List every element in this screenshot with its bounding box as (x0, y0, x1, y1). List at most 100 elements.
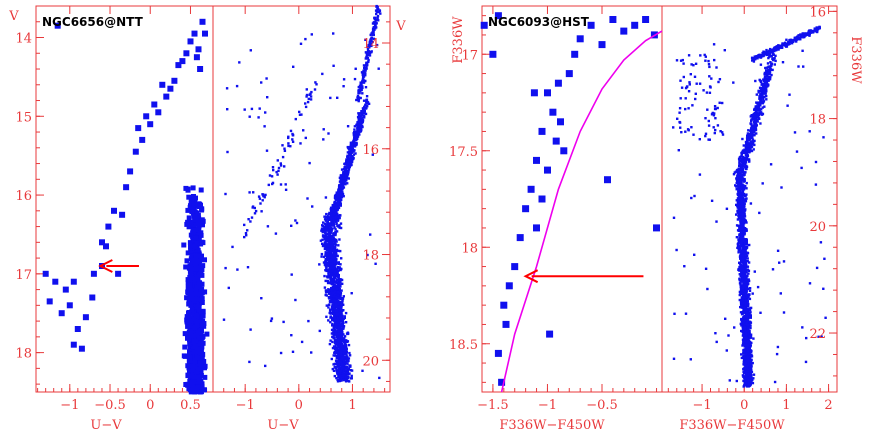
panel-0-left-point (197, 66, 203, 72)
panel-0-right-star (330, 249, 332, 251)
panel-0-right-field-star (282, 321, 284, 323)
panel-0-right-star (329, 278, 331, 280)
panel-0-right-star (328, 245, 330, 247)
panel-0-right-star (357, 112, 359, 114)
panel-0-right-star (378, 11, 380, 13)
panel-0-right-star (278, 167, 280, 169)
panel-0-right-star (334, 354, 336, 356)
panel-0-right-star (341, 180, 343, 182)
panel-0-right-star (280, 162, 282, 164)
panel-0-left-point (59, 310, 65, 316)
panel-1-left-point (539, 128, 546, 135)
panel-0-right-star (345, 348, 347, 350)
panel-1-right-star (740, 353, 742, 355)
panel-0-right-star (340, 174, 342, 176)
panel-0-right-field-star (226, 87, 228, 89)
panel-0-right-star (368, 103, 370, 105)
panel-1-left-point (553, 138, 560, 145)
panel-0-right-star (246, 229, 248, 231)
panel-0-right-field-star (304, 38, 306, 40)
panel-0-right-star (305, 106, 307, 108)
plot-frame-1 (482, 6, 837, 392)
panel-0-right-star (351, 156, 353, 158)
panel-0-right-field-star (308, 162, 310, 164)
panel-0-right-field-star (361, 370, 363, 372)
panel-0-right-star (330, 281, 332, 283)
panel-0-left-cloud-point (200, 263, 205, 268)
panel-0-right-star (322, 225, 324, 227)
panel-0-right-field-star (231, 246, 233, 248)
panel-0-right-star (337, 285, 339, 287)
panel-0-right-star (354, 142, 356, 144)
panel-0-right-field-star (299, 142, 301, 144)
panel-0-right-star (346, 355, 348, 357)
panel-0-right-star (338, 358, 340, 360)
panel-0-right-star (355, 124, 357, 126)
panel-0-right-field-star (290, 334, 292, 336)
panel-0-right-star (366, 99, 368, 101)
panel-0-right-star (334, 316, 336, 318)
panel-0-right-star (342, 328, 344, 330)
panel-0-right-star (326, 304, 328, 306)
panel-0-left-point (192, 31, 198, 37)
panel-0-right-star (340, 334, 342, 336)
panel-0-right-star (334, 341, 336, 343)
panel-0-right-star (363, 64, 365, 66)
plot-frames (36, 6, 837, 392)
panel-0-right-star (374, 24, 376, 26)
panel-0-right-field-star (327, 276, 329, 278)
panel-0-right-star (357, 134, 359, 136)
panel-0-left-cloud-point (193, 235, 198, 240)
panel-0-left-point (99, 239, 105, 245)
panel-0-left-cloud-point (187, 224, 192, 229)
panel-0-left-point (105, 224, 111, 230)
panel-0-right-field-star (265, 77, 267, 79)
panel-0-right-star (365, 57, 367, 59)
panel-0-right-star (260, 210, 262, 212)
panel-0-right-star (363, 100, 365, 102)
panel-0-left-cloud-point (189, 233, 194, 238)
panel-0-left-point (123, 184, 129, 190)
panel-0-right-star (341, 331, 343, 333)
panel-1-left-point (544, 167, 551, 174)
panel-0-right-star (243, 236, 245, 238)
panel-0-right-star (332, 243, 334, 245)
panel-0-right-star (327, 229, 329, 231)
panel-0-right-field-star (343, 78, 345, 80)
panel-0-right-star (337, 297, 339, 299)
panel-0-left-cloud-point (187, 296, 192, 301)
panel-0-right-star (324, 286, 326, 288)
panel-0-right-star (339, 372, 341, 374)
panel-0-right-star (307, 101, 309, 103)
panel-1-right-star (745, 187, 747, 189)
panel-0-right-star (347, 147, 349, 149)
panel-0-left-cloud-point (200, 240, 205, 245)
panel-0-right-star (339, 326, 341, 328)
panel-0-right-star (335, 330, 337, 332)
panel-0-right-field-star (251, 108, 253, 110)
panel-0-left-point (155, 109, 161, 115)
panel-0-left-point (63, 287, 69, 293)
panel-0-right-star (337, 380, 339, 382)
panel-0-right-star (339, 250, 341, 252)
panel-0-right-star (333, 303, 335, 305)
panel-0-right-star (345, 362, 347, 364)
panel-0-right-star (342, 340, 344, 342)
panel-0-left-cloud-point (186, 311, 191, 316)
panel-0-right-star (277, 170, 279, 172)
panel-0-right-star (339, 328, 341, 330)
panel-0-right-star (321, 253, 323, 255)
panel-0-left-cloud-point (182, 353, 187, 358)
panel-0-left-point (119, 212, 125, 218)
panel-0-right-star (347, 340, 349, 342)
panel-0-right-star (254, 212, 256, 214)
panel-0-right-star (284, 150, 286, 152)
panel-0-right-star (272, 182, 274, 184)
panel-0-right-star (345, 374, 347, 376)
panel-0-right-star (330, 315, 332, 317)
panel-0-right-star (329, 339, 331, 341)
panel-0-right-star (334, 345, 336, 347)
panel-0-right-star (340, 344, 342, 346)
panel-0-right-star (333, 267, 335, 269)
